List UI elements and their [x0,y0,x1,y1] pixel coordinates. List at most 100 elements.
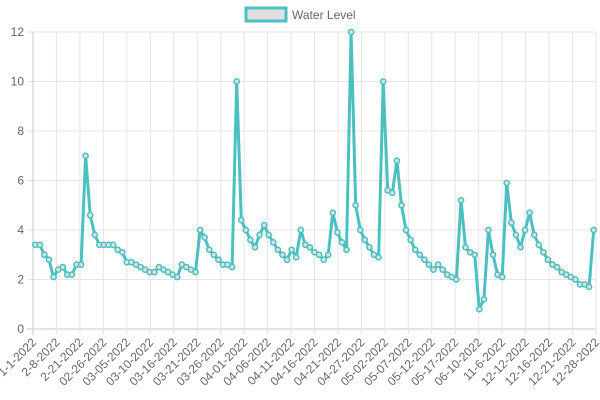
data-point [242,226,250,234]
data-point [517,243,524,251]
data-point [439,266,447,273]
data-point [118,248,126,256]
data-point [553,263,561,271]
data-point [480,295,488,303]
data-point [36,241,44,249]
data-point [535,241,543,249]
series-points-water-level [31,28,598,313]
data-point [411,246,419,254]
data-point [256,231,263,239]
data-point [173,273,181,281]
legend-swatch[interactable] [244,6,288,23]
data-point [334,229,341,236]
data-point [215,256,222,264]
data-point [489,251,497,259]
data-point [393,157,401,165]
data-point [457,196,465,204]
data-point [196,226,204,234]
data-point [361,236,369,244]
data-point [150,268,158,276]
data-point [50,273,57,281]
chart-legend[interactable]: Water Level [244,6,356,23]
data-point [260,221,268,229]
data-point [540,248,547,256]
data-point [503,179,511,187]
data-point [269,239,277,246]
data-point [288,246,295,254]
data-point [521,226,529,234]
y-tick-label: 8 [17,124,24,138]
data-point [366,243,373,251]
y-tick-label: 12 [11,25,25,39]
y-tick-label: 10 [11,75,25,89]
data-point [402,226,410,234]
y-tick-label: 0 [17,322,24,336]
data-point [82,152,89,160]
data-point [352,201,360,209]
data-point [247,236,254,244]
data-point [292,253,300,261]
data-point [475,305,483,313]
data-point [507,219,515,226]
data-point [283,256,291,264]
data-point [425,261,433,268]
data-point [453,276,460,283]
data-point [228,263,236,271]
data-point [498,273,506,281]
data-point [77,261,85,268]
data-point [320,256,328,264]
data-point [388,189,396,197]
data-point [279,251,286,259]
data-point [45,256,53,264]
data-point [471,251,479,259]
data-point [205,246,213,254]
data-point [233,78,241,85]
data-point [526,209,533,217]
data-point [421,256,428,264]
data-point [590,226,598,234]
y-tick-label: 6 [17,174,24,188]
data-point [41,251,48,259]
data-point [407,236,414,244]
data-point [512,231,520,239]
data-point [324,251,332,259]
legend-label-water-level[interactable]: Water Level [292,8,356,22]
data-point [462,243,469,251]
data-point [192,268,199,276]
data-point [416,251,424,259]
data-point [86,211,94,219]
data-point [530,231,538,239]
chart-grid [27,31,597,335]
data-point [379,78,387,85]
x-axis-ticks: 1-1-20222-8-20222-21-202202-26-202203-05… [0,335,600,389]
y-tick-label: 4 [17,223,24,237]
data-point [375,253,382,261]
data-point [210,251,218,259]
data-point [91,231,99,239]
data-point [485,226,492,234]
data-point [109,241,117,249]
data-point [572,276,579,283]
data-point [59,263,67,271]
data-point [434,261,442,268]
data-point [338,239,346,246]
y-axis-ticks: 0 2 4 6 8 10 12 [11,25,25,336]
data-point [347,28,355,36]
data-point [356,226,364,234]
data-point [68,271,76,278]
data-point [430,266,437,273]
data-point [274,246,282,254]
data-point [315,251,323,259]
y-tick-label: 2 [17,273,24,287]
data-point [544,256,552,264]
data-point [585,283,593,291]
data-point [398,201,405,209]
data-point [329,209,337,217]
data-point [237,216,245,224]
data-point [343,246,350,254]
data-point [265,231,273,239]
data-point [201,234,208,241]
data-point [297,226,305,234]
data-point [306,243,314,251]
